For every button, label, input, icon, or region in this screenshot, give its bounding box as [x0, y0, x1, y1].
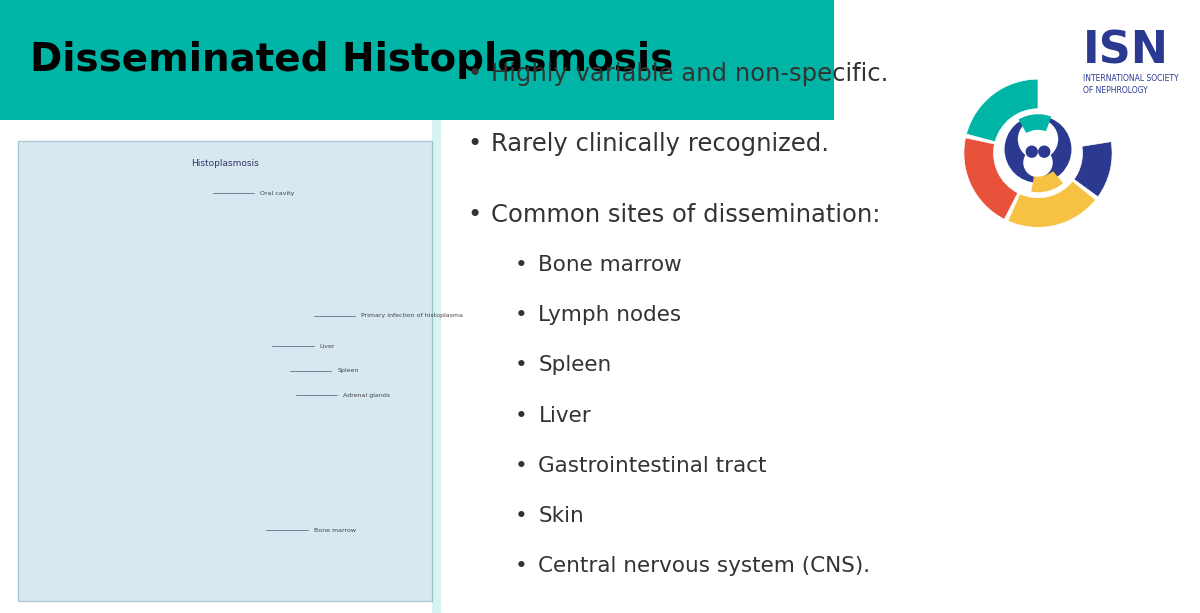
Text: •: •: [515, 255, 528, 275]
Text: •: •: [515, 506, 528, 526]
FancyBboxPatch shape: [0, 0, 834, 120]
Text: INTERNATIONAL SOCIETY
OF NEPHROLOGY: INTERNATIONAL SOCIETY OF NEPHROLOGY: [1082, 74, 1178, 94]
Text: •: •: [515, 557, 528, 576]
Wedge shape: [1031, 171, 1063, 192]
Text: Liver: Liver: [539, 406, 592, 425]
Text: Common sites of dissemination:: Common sites of dissemination:: [491, 202, 881, 227]
FancyBboxPatch shape: [432, 0, 442, 613]
Text: •: •: [515, 305, 528, 325]
Text: •: •: [468, 202, 481, 227]
Circle shape: [1039, 147, 1050, 157]
Text: •: •: [515, 456, 528, 476]
Text: •: •: [515, 406, 528, 425]
Text: •: •: [515, 356, 528, 375]
Wedge shape: [966, 79, 1038, 142]
Circle shape: [1026, 147, 1037, 157]
Text: Spleen: Spleen: [337, 368, 359, 373]
Text: •: •: [468, 132, 481, 156]
Wedge shape: [1074, 142, 1112, 197]
Text: Primary infection of histoplasma: Primary infection of histoplasma: [361, 313, 463, 318]
Text: Disseminated Histoplasmosis: Disseminated Histoplasmosis: [30, 41, 673, 78]
Text: Lymph nodes: Lymph nodes: [539, 305, 682, 325]
Text: Central nervous system (CNS).: Central nervous system (CNS).: [539, 557, 870, 576]
Circle shape: [997, 113, 1079, 194]
Text: Adrenal glands: Adrenal glands: [343, 393, 390, 398]
Text: Oral cavity: Oral cavity: [260, 191, 295, 196]
Text: Rarely clinically recognized.: Rarely clinically recognized.: [491, 132, 829, 156]
Text: Bone marrow: Bone marrow: [313, 528, 355, 533]
Circle shape: [1006, 116, 1070, 182]
Circle shape: [1019, 120, 1057, 159]
Text: Gastrointestinal tract: Gastrointestinal tract: [539, 456, 767, 476]
Text: Histoplasmosis: Histoplasmosis: [191, 159, 259, 169]
FancyBboxPatch shape: [18, 141, 432, 601]
Circle shape: [1024, 148, 1052, 177]
Wedge shape: [1019, 114, 1051, 133]
Text: Spleen: Spleen: [539, 356, 612, 375]
Text: Skin: Skin: [539, 506, 584, 526]
Wedge shape: [1008, 181, 1096, 227]
Text: Bone marrow: Bone marrow: [539, 255, 683, 275]
Text: •: •: [468, 61, 481, 86]
Text: Highly variable and non-specific.: Highly variable and non-specific.: [491, 61, 888, 86]
Text: Liver: Liver: [319, 344, 335, 349]
Wedge shape: [964, 138, 1018, 219]
Text: ISN: ISN: [1082, 29, 1169, 72]
